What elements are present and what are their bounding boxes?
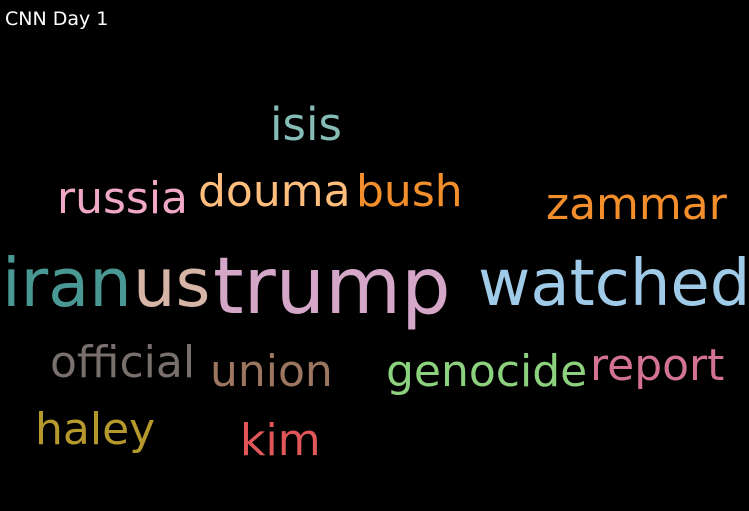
- word-douma: douma: [198, 166, 351, 217]
- word-watched: watched: [478, 247, 749, 321]
- word-report: report: [590, 340, 725, 391]
- word-kim: kim: [240, 415, 321, 466]
- word-russia: russia: [57, 173, 189, 224]
- page-title: CNN Day 1: [5, 8, 109, 30]
- word-bush: bush: [356, 166, 463, 217]
- word-union: union: [210, 346, 333, 397]
- word-official: official: [50, 337, 196, 388]
- word-haley: haley: [35, 404, 156, 455]
- word-iran: iran: [2, 244, 132, 322]
- word-us: us: [133, 244, 211, 322]
- word-trump: trump: [213, 242, 451, 332]
- word-isis: isis: [270, 98, 342, 151]
- word-zammar: zammar: [546, 179, 727, 230]
- word-genocide: genocide: [386, 346, 588, 397]
